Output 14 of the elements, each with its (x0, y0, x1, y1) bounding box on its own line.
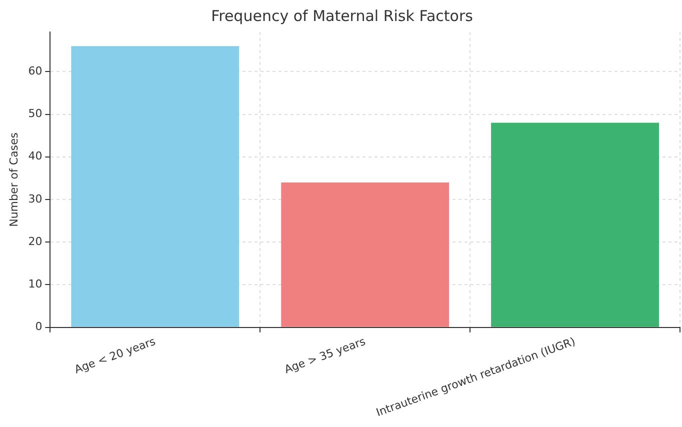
y-tick-label: 20 (28, 234, 42, 248)
y-tick-label: 10 (28, 278, 42, 291)
bar (71, 46, 240, 327)
x-tick-label: Age > 35 years (282, 334, 368, 376)
y-tick-label: 40 (28, 150, 42, 163)
bar (281, 182, 450, 327)
y-tick-label: 30 (28, 192, 42, 206)
y-tick-label: 0 (35, 320, 42, 334)
y-tick-label: 50 (28, 107, 42, 120)
y-tick-label: 60 (28, 64, 42, 78)
x-tick-label: Age < 20 years (72, 334, 158, 376)
chart-title: Frequency of Maternal Risk Factors (211, 6, 474, 25)
bar (491, 122, 660, 327)
y-axis-title: Number of Cases (7, 132, 20, 227)
